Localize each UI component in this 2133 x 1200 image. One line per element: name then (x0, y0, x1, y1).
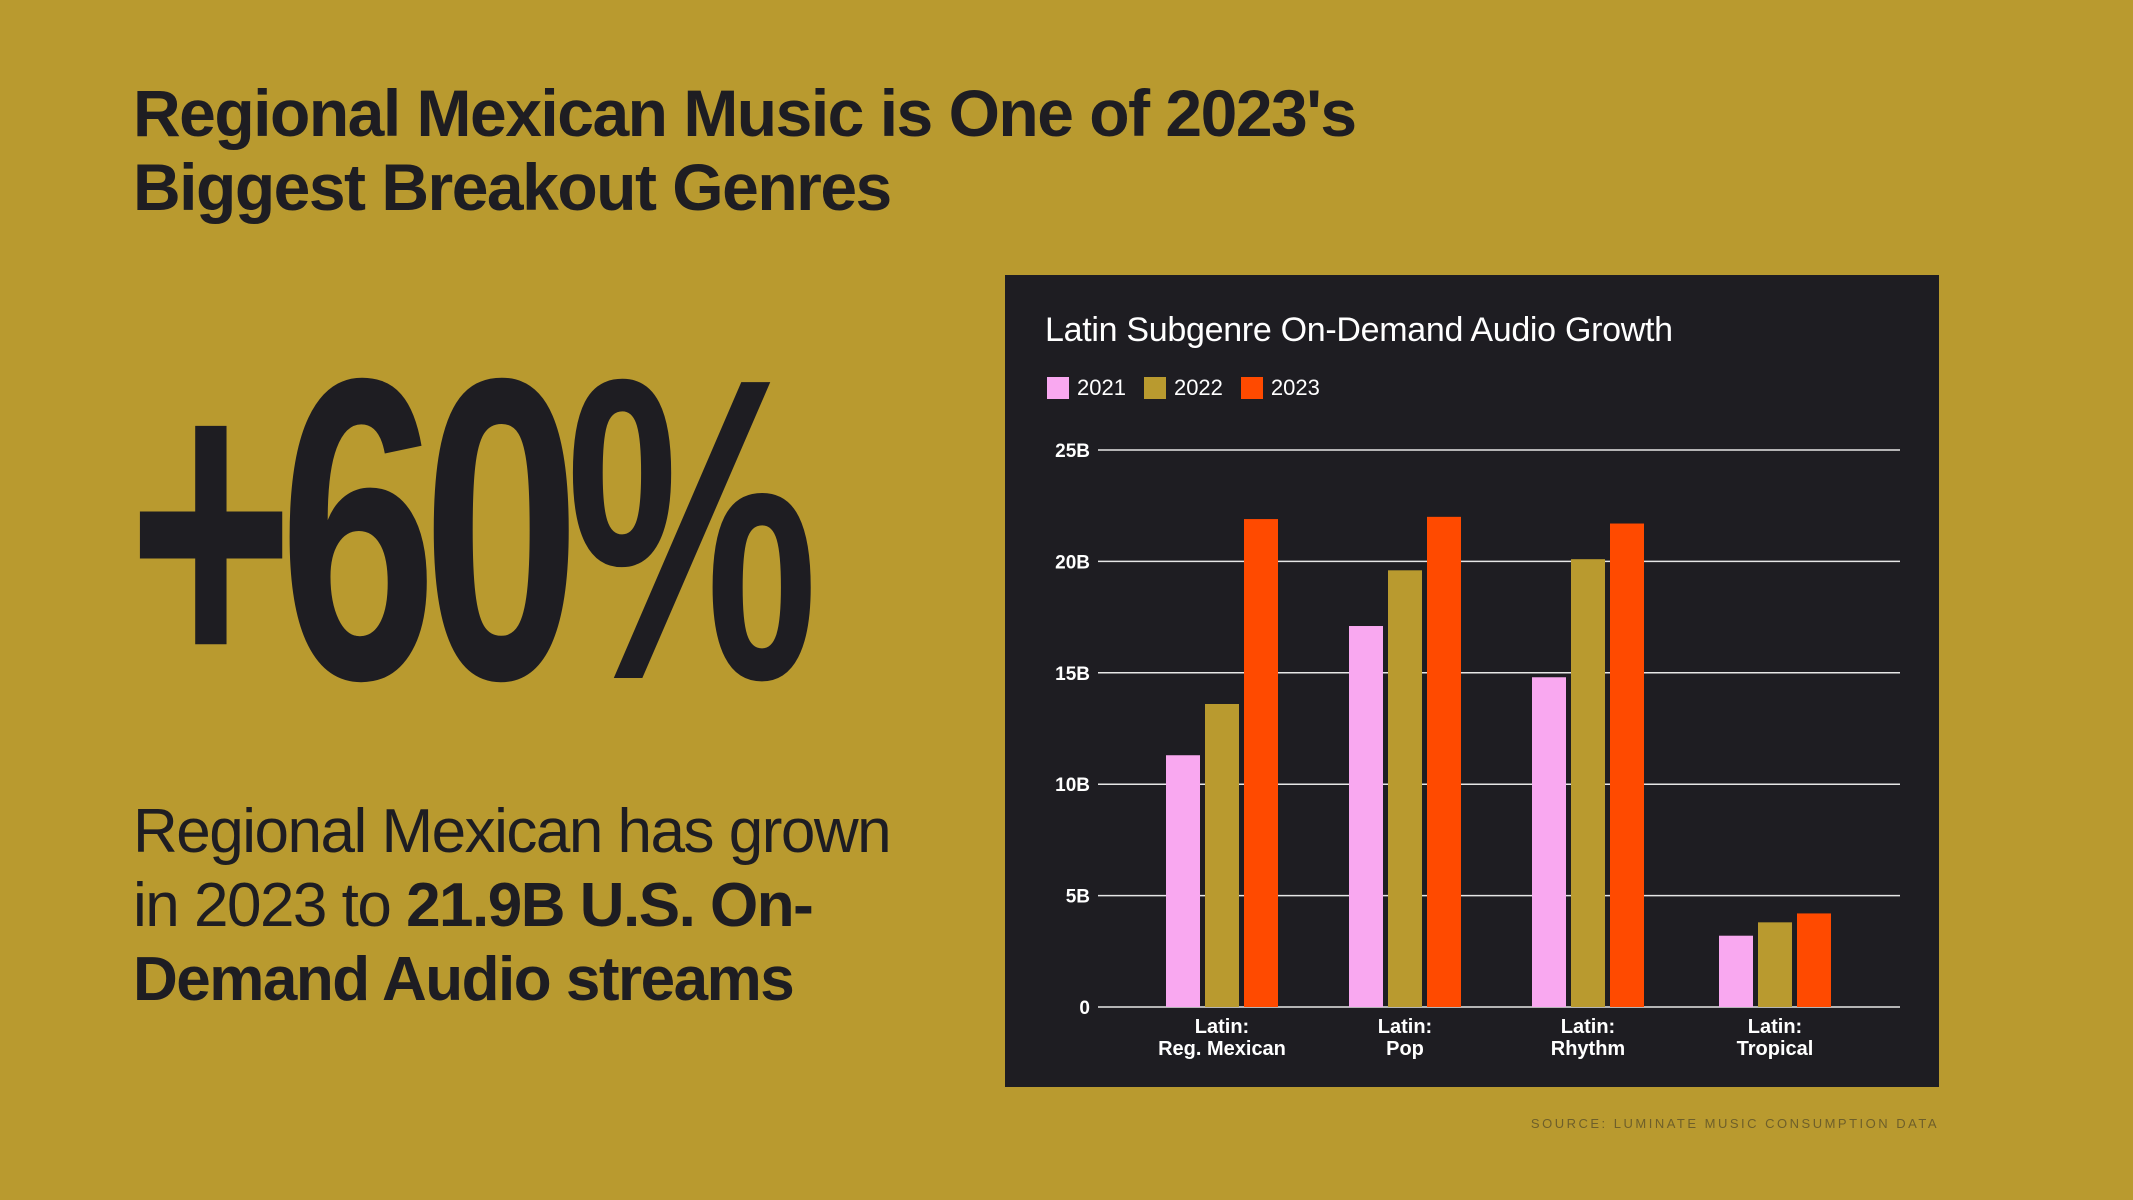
bar-tropical-2022 (1758, 922, 1792, 1007)
page-headline: Regional Mexican Music is One of 2023's … (133, 76, 1533, 224)
description-highlight: 21.9B U.S. On-Demand Audio streams (133, 871, 814, 1014)
x-tick-label-0-line-0: Latin: (1195, 1016, 1249, 1038)
bar-pop-2021 (1349, 626, 1383, 1007)
y-tick-label-0: 0 (1079, 998, 1090, 1019)
x-tick-label-1-line-0: Latin: (1378, 1016, 1432, 1038)
headline-line-2: Biggest Breakout Genres (133, 150, 892, 224)
bar-pop-2023 (1427, 516, 1461, 1007)
y-tick-label-10B: 10B (1055, 775, 1090, 796)
bar-pop-2022 (1388, 570, 1422, 1007)
growth-stat: +60% (128, 290, 818, 770)
legend-swatch-2021 (1047, 377, 1069, 399)
legend-label-2021: 2021 (1077, 375, 1126, 400)
description-text: Regional Mexican has grown in 2023 to (133, 797, 892, 940)
bar-rhythm-2021 (1532, 677, 1566, 1007)
legend-item-2021: 2021 (1047, 375, 1126, 401)
bar-rhythm-2022 (1571, 559, 1605, 1007)
source-note: SOURCE: LUMINATE MUSIC CONSUMPTION DATA (1530, 1116, 1939, 1131)
legend-item-2022: 2022 (1143, 375, 1223, 401)
x-tick-label-0-line-1: Reg. Mexican (1158, 1038, 1286, 1060)
y-tick-label-5B: 5B (1066, 887, 1090, 908)
bar-reg-mexican-2023 (1244, 519, 1278, 1007)
legend-swatch-2022 (1143, 377, 1166, 399)
stat-description: Regional Mexican has grown in 2023 to 21… (133, 795, 893, 1017)
y-tick-label-20B: 20B (1055, 552, 1090, 573)
x-tick-label-3-line-0: Latin: (1748, 1016, 1802, 1038)
x-tick-label-1-line-1: Pop (1386, 1038, 1424, 1060)
legend-label-2022: 2022 (1173, 375, 1223, 400)
bar-reg-mexican-2021 (1166, 755, 1200, 1007)
legend-label-2023: 2023 (1270, 375, 1320, 400)
legend-swatch-2023 (1240, 377, 1263, 399)
x-tick-label-2-line-1: Rhythm (1551, 1038, 1625, 1060)
bar-rhythm-2023 (1610, 523, 1644, 1007)
chart-legend: 2021 2022 2023 (1047, 375, 1320, 401)
chart-title: Latin Subgenre On-Demand Audio Growth (1045, 311, 1673, 349)
bar-reg-mexican-2022 (1205, 703, 1239, 1007)
x-tick-label-2-line-0: Latin: (1561, 1016, 1615, 1038)
chart-panel: Latin Subgenre On-Demand Audio Growth 20… (1005, 275, 1939, 1087)
headline-line-1: Regional Mexican Music is One of 2023's (133, 76, 1357, 150)
bar-tropical-2023 (1797, 913, 1831, 1007)
y-tick-label-25B: 25B (1055, 441, 1090, 462)
legend-item-2023: 2023 (1240, 375, 1320, 401)
y-tick-label-15B: 15B (1055, 664, 1090, 685)
bar-tropical-2021 (1719, 935, 1753, 1007)
x-tick-label-3-line-1: Tropical (1737, 1038, 1814, 1060)
